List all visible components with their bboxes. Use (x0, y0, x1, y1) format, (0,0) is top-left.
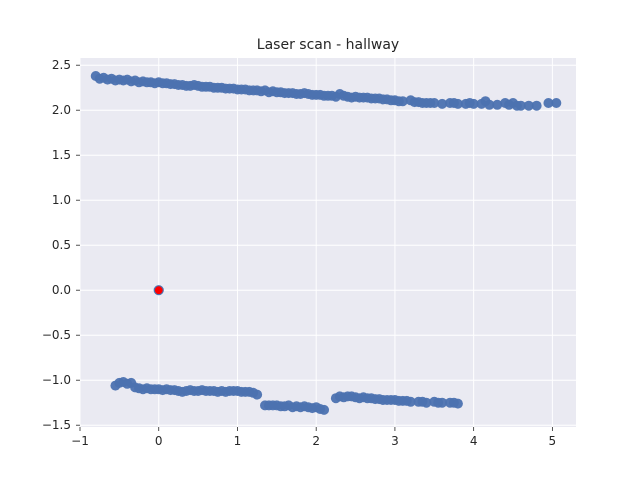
scan-point (523, 100, 534, 111)
scan-point (543, 98, 554, 108)
grid-lines (79, 58, 576, 427)
y-tick-label: −1.5 (42, 418, 71, 432)
scan-point (515, 100, 526, 111)
y-tick-label: 2.0 (52, 103, 71, 117)
scan-point (437, 397, 448, 408)
plot-area (80, 58, 576, 427)
scan-point (405, 396, 416, 407)
x-tick-label: −1 (71, 434, 89, 448)
scan-point (397, 96, 408, 107)
x-tick-label: 1 (234, 434, 242, 448)
scan-point (437, 98, 448, 109)
y-tick-label: −0.5 (42, 328, 71, 342)
data-points (90, 71, 562, 415)
chart-title: Laser scan - hallway (257, 37, 399, 53)
x-tick-label: 3 (391, 434, 399, 448)
scan-point (531, 100, 542, 111)
scan-point (452, 98, 463, 109)
scan-point (421, 397, 432, 408)
x-tick-label: 2 (312, 434, 320, 448)
y-tick-label: 0.0 (52, 283, 71, 297)
scan-point (452, 398, 463, 409)
x-tick-label: 0 (155, 434, 163, 448)
y-tick-label: 0.5 (52, 238, 71, 252)
scan-point (484, 99, 495, 110)
y-tick-label: −1.0 (42, 373, 71, 387)
scan-point (252, 389, 263, 400)
y-tick-label: 1.0 (52, 193, 71, 207)
scan-point (551, 98, 562, 108)
scan-point (492, 99, 503, 110)
y-tick-label: 1.5 (52, 148, 71, 162)
x-tick-label: 5 (549, 434, 557, 448)
scan-point (319, 404, 330, 415)
x-tick-label: 4 (470, 434, 478, 448)
tick-labels: −1 0 1 2 3 4 5 −1.5 −1.0 −0.5 0.0 0.5 1.0 1.5 2.0 2.5 (42, 58, 556, 448)
scan-point (468, 98, 479, 109)
robot-position-point (153, 285, 164, 296)
scan-point (429, 98, 440, 108)
y-tick-label: 2.5 (52, 58, 71, 72)
